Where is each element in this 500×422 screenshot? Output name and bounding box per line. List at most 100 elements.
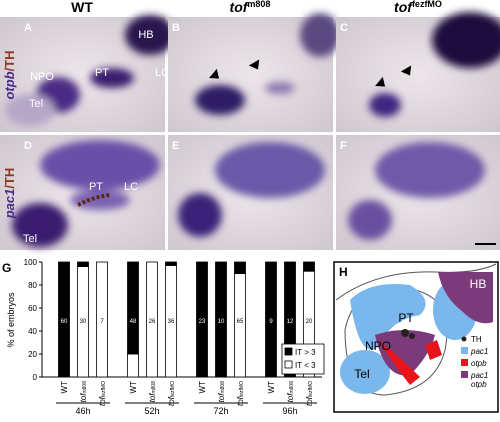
photo <box>336 12 500 132</box>
count-label: 30 <box>80 319 87 325</box>
photo <box>0 135 165 250</box>
legend-swatch <box>461 347 468 354</box>
bar-segment <box>196 261 208 378</box>
category-sup: fezfMO <box>239 381 245 397</box>
count-label: 10 <box>218 319 225 325</box>
region-label: LC <box>124 181 138 193</box>
photo <box>168 135 333 250</box>
panel-letter: F <box>340 140 347 152</box>
category-sup: m808 <box>289 381 295 394</box>
legend-label: IT < 3 <box>295 361 316 370</box>
legend-swatch <box>284 360 293 369</box>
bar-segment <box>215 261 227 378</box>
count-label: 7 <box>100 319 104 325</box>
y-tick-label: 60 <box>28 304 37 313</box>
gene: otpb <box>2 71 17 99</box>
y-tick-label: 80 <box>28 281 37 290</box>
panel-letter: H <box>339 265 348 279</box>
x-tick-label: toffezfMO <box>167 381 176 406</box>
category-text: tof <box>217 393 226 403</box>
category-sup: fezfMO <box>170 381 176 397</box>
category-text: tof <box>286 393 295 403</box>
group-label: 72h <box>213 406 228 416</box>
legend-label: IT > 3 <box>295 348 316 357</box>
header-text: WT <box>71 0 93 15</box>
category-text: tof <box>236 396 245 406</box>
category-text: tof <box>167 396 176 406</box>
bar-segment <box>58 261 70 378</box>
count-label: 20 <box>306 319 313 325</box>
y-tick-label: 0 <box>33 373 38 382</box>
x-tick-label: WT <box>267 381 276 394</box>
category-text: WT <box>267 381 276 394</box>
x-tick-label: WT <box>198 381 207 394</box>
bar-segment <box>96 261 108 378</box>
bar-segment <box>77 261 89 267</box>
column-header: toffezfMO <box>394 0 442 15</box>
bar-segment <box>234 261 246 274</box>
category-text: tof <box>98 396 107 406</box>
photo <box>336 135 500 250</box>
category-text: WT <box>60 381 69 394</box>
marker: /TH <box>2 168 17 189</box>
count-label: 60 <box>61 319 68 325</box>
region-label: Tel <box>29 98 43 110</box>
legend-swatch <box>284 347 293 356</box>
category-sup: m808 <box>220 381 226 394</box>
x-tick-label: tofm808 <box>79 381 88 403</box>
category-text: tof <box>79 393 88 403</box>
photo-grid <box>0 12 500 250</box>
y-tick-label: 40 <box>28 327 37 336</box>
panel-letter: A <box>24 22 32 34</box>
schematic <box>333 261 499 413</box>
category-sup: m808 <box>82 381 88 394</box>
region-label: NPO <box>365 339 391 353</box>
legend-dot <box>461 336 467 342</box>
panel-letter: E <box>172 140 179 152</box>
x-tick-label: tofm808 <box>286 381 295 403</box>
region-label: PT <box>89 181 103 193</box>
legend-label: TH <box>471 335 482 344</box>
region-label: HB <box>138 29 153 41</box>
category-sup: fezfMO <box>101 381 107 397</box>
marker: /TH <box>2 50 17 71</box>
region-label: LC <box>155 67 169 79</box>
category-sup: fezfMO <box>308 381 314 397</box>
bar-segment <box>146 261 158 378</box>
region-label: HB <box>470 277 487 291</box>
header-sup: m808 <box>247 0 270 9</box>
group-label: 52h <box>144 406 159 416</box>
category-text: tof <box>305 396 314 406</box>
legend-label: otpb <box>471 380 487 389</box>
panel-letter: G <box>2 261 11 275</box>
column-header: tofm808 <box>230 0 271 15</box>
region-label: Tel <box>354 367 369 381</box>
region-label: PT <box>95 67 109 79</box>
x-tick-label: WT <box>129 381 138 394</box>
panel-letter: D <box>24 140 32 152</box>
category-sup: m808 <box>151 381 157 394</box>
bar-segment <box>165 261 177 266</box>
bar-segment <box>234 273 246 378</box>
bar-segment <box>284 261 296 378</box>
bar-segment <box>127 353 139 378</box>
category-text: tof <box>148 393 157 403</box>
bar-segment <box>127 261 139 355</box>
region-label: PT <box>398 311 414 325</box>
x-tick-label: tofm808 <box>148 381 157 403</box>
bar-segment <box>265 261 277 378</box>
legend-label: otpb <box>471 359 487 368</box>
x-tick-label: toffezfMO <box>98 381 107 406</box>
header-sup: fezfMO <box>412 0 442 9</box>
legend-label: pac1 <box>470 371 488 380</box>
legend-label: pac1 <box>470 347 488 356</box>
group-label: 96h <box>282 406 297 416</box>
count-label: 48 <box>130 319 137 325</box>
count-label: 36 <box>168 319 175 325</box>
header-text: tof <box>230 0 249 15</box>
category-text: WT <box>198 381 207 394</box>
region-label: Tel <box>23 233 37 245</box>
count-label: 65 <box>237 319 244 325</box>
count-label: 26 <box>149 319 156 325</box>
